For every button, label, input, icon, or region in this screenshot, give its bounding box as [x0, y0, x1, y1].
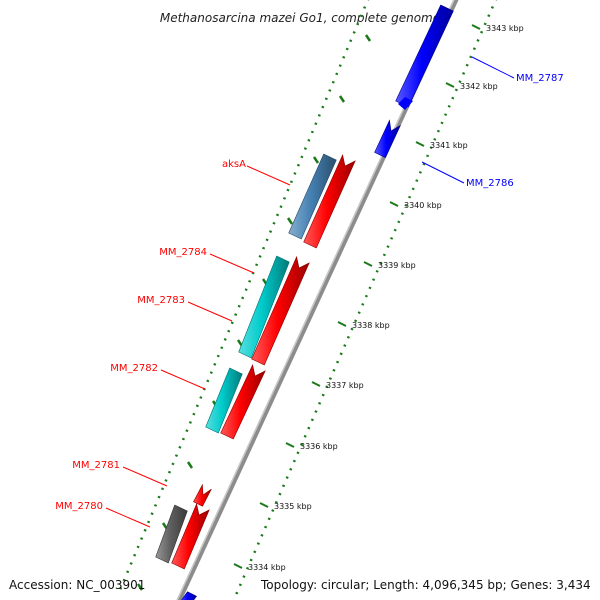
gene-MM_2781	[193, 483, 212, 507]
gene-leader-line	[187, 301, 233, 322]
inner-ruler-dots	[118, 0, 370, 591]
gene-MM_2782-feature	[205, 367, 243, 434]
inner-ruler-dash	[136, 583, 144, 591]
tick-mark	[445, 82, 455, 88]
backbone-line	[176, 0, 459, 600]
tick-mark	[233, 563, 243, 569]
gene-MM_2784	[251, 255, 310, 366]
inner-ruler-dash	[364, 34, 372, 42]
gene-leader-line	[246, 165, 291, 186]
outer-ruler-dots	[232, 0, 497, 600]
inner-ruler-dash	[312, 156, 320, 164]
gene-leader-line	[122, 466, 168, 487]
accession-text: Accession: NC_003901	[9, 578, 146, 592]
tick-label: 3339 kbp	[378, 261, 416, 270]
gene-MM_2782	[220, 363, 266, 440]
tick-mark	[337, 321, 347, 327]
inner-ruler-dash	[286, 217, 294, 225]
map-title: Methanosarcina mazei Go1, complete genom…	[160, 11, 440, 25]
gene-MM_2787-tip	[398, 97, 413, 110]
tick-mark	[363, 261, 373, 267]
gene-label-MM_2786: MM_2786	[466, 178, 514, 189]
gene-leader-line	[471, 56, 515, 79]
gene-leader-line	[421, 161, 465, 184]
scale-ticks: 3343 kbp 3342 kbp 3341 kbp 3340 kbp 3339 kbp…	[233, 24, 524, 572]
inner-ruler-dash	[338, 95, 346, 103]
gene-MM_2784-feature	[238, 255, 290, 359]
tick-label: 3338 kbp	[352, 321, 390, 330]
tick-label: 3335 kbp	[274, 502, 312, 511]
gene-label-MM_2780: MM_2780	[55, 501, 103, 512]
gene-features	[155, 4, 454, 600]
tick-label: 3343 kbp	[486, 24, 524, 33]
genome-summary-text: Topology: circular; Length: 4,096,345 bp…	[261, 578, 591, 592]
gene-MM_2780	[171, 502, 210, 570]
gene-label-MM_2781: MM_2781	[72, 460, 120, 471]
tick-label: 3337 kbp	[326, 381, 364, 390]
tick-label: 3341 kbp	[430, 141, 468, 150]
gene-aksA	[303, 153, 356, 249]
gene-labels: MM_2787 MM_2786 aksA MM_2784 MM_2783 MM_2782 M…	[55, 56, 564, 528]
inner-ruler-dash	[186, 461, 194, 469]
gene-label-MM_2782: MM_2782	[110, 363, 158, 374]
tick-mark	[311, 381, 321, 387]
gene-leader-line	[160, 369, 206, 390]
gene-label-MM_2787: MM_2787	[516, 73, 564, 84]
tick-mark	[389, 201, 399, 207]
tick-mark	[285, 442, 295, 448]
gene-label-MM_2784: MM_2784	[159, 247, 207, 258]
gene-label-MM_2783: MM_2783	[137, 295, 185, 306]
gene-MM_2780-feature	[155, 504, 188, 564]
tick-mark	[415, 141, 425, 147]
tick-label: 3342 kbp	[460, 82, 498, 91]
gene-leader-line	[105, 507, 151, 528]
gene-leader-line	[209, 253, 255, 274]
tick-mark	[471, 24, 481, 30]
gene-label-aksA: aksA	[222, 159, 246, 170]
tick-label: 3340 kbp	[404, 201, 442, 210]
tick-mark	[259, 502, 269, 508]
gene-MM_2786	[374, 119, 401, 159]
genome-backbone	[176, 0, 459, 600]
backbone-highlight	[176, 0, 455, 600]
gene-aksA-feature	[288, 153, 337, 240]
tick-label: 3336 kbp	[300, 442, 338, 451]
tick-label: 3334 kbp	[248, 563, 286, 572]
